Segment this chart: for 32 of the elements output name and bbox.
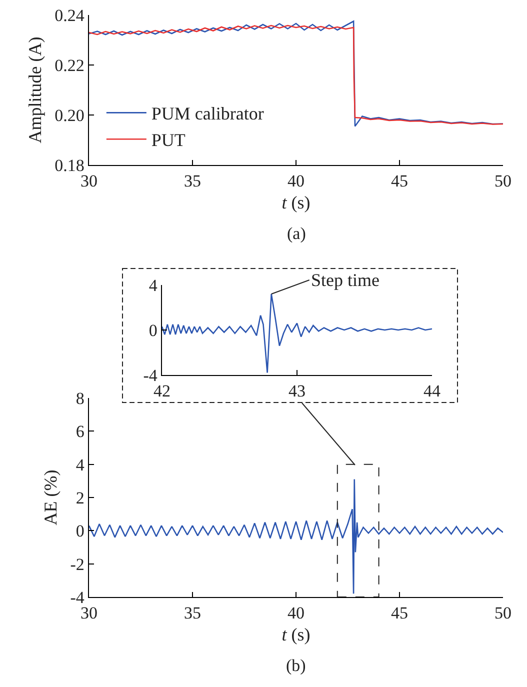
y-tick-label: 8 bbox=[76, 388, 84, 408]
legend-label: PUM calibrator bbox=[151, 104, 264, 124]
y-tick-label: -2 bbox=[70, 554, 84, 574]
y-tick-label: 0.22 bbox=[54, 56, 84, 75]
x-tick-label: 44 bbox=[424, 382, 441, 401]
annotation: Step time bbox=[311, 270, 380, 290]
x-tick-label: 43 bbox=[288, 382, 306, 401]
y-tick-label: 6 bbox=[76, 422, 84, 442]
line-series bbox=[162, 293, 432, 374]
y-tick-label: 0.24 bbox=[54, 6, 85, 25]
y-tick-label: 0.20 bbox=[54, 106, 84, 125]
y-tick-label: 2 bbox=[76, 488, 84, 508]
line-series bbox=[89, 478, 503, 594]
x-tick-label: 45 bbox=[391, 604, 408, 623]
y-axis-title: AE (%) bbox=[40, 470, 61, 526]
legend-label: PUT bbox=[151, 130, 186, 150]
x-tick-label: 35 bbox=[184, 172, 201, 191]
y-tick-label: 0 bbox=[148, 320, 158, 340]
y-tick-label: 0 bbox=[76, 522, 84, 541]
y-tick-label: 4 bbox=[76, 455, 85, 474]
text: (b) bbox=[286, 656, 306, 675]
x-tick-label: 40 bbox=[288, 604, 304, 623]
x-tick-label: 45 bbox=[391, 172, 408, 191]
text: (a) bbox=[287, 224, 306, 243]
x-tick-label: 40 bbox=[288, 172, 304, 191]
x-axis-title: t (s) bbox=[282, 192, 310, 213]
x-tick-label: 50 bbox=[494, 604, 512, 623]
x-axis-title: t (s) bbox=[282, 624, 310, 645]
x-tick-label: 50 bbox=[494, 172, 512, 191]
y-axis-title: Amplitude (A) bbox=[24, 36, 45, 144]
y-tick-label: 4 bbox=[148, 276, 158, 295]
x-tick-label: 35 bbox=[184, 604, 201, 623]
